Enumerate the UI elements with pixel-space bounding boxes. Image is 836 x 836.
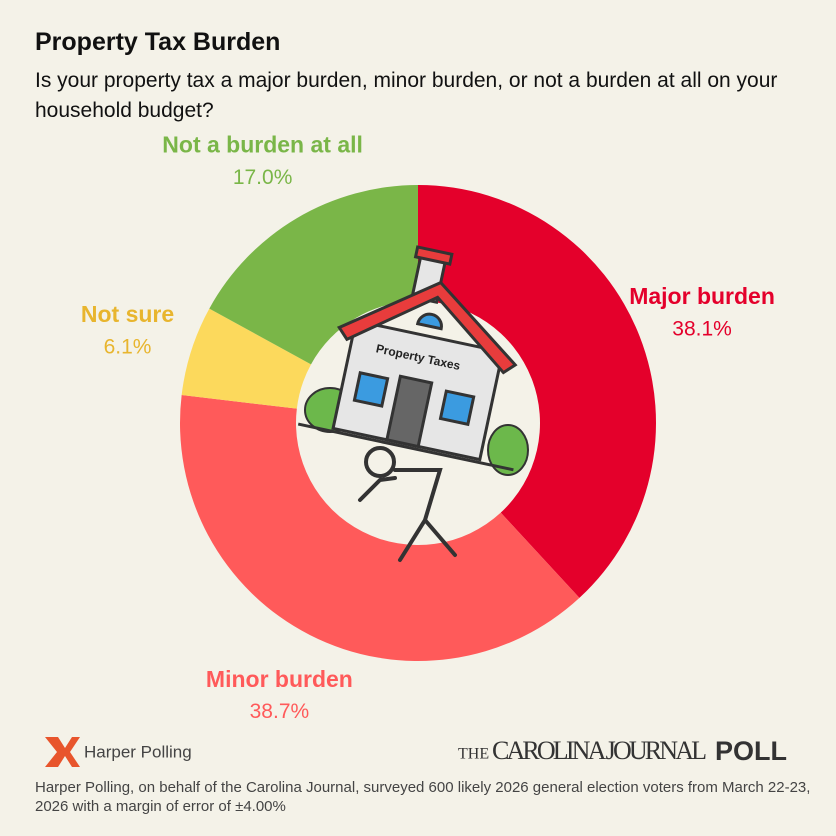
value-label: 38.7%: [250, 700, 310, 723]
harper-logo: Harper Polling: [45, 737, 192, 767]
publisher-prefix: THE: [458, 746, 489, 763]
publisher-suffix: POLL: [715, 736, 787, 766]
source-logo: Harper Polling: [84, 742, 192, 761]
footnote: Harper Polling, on behalf of the Carolin…: [35, 779, 811, 815]
slice: [418, 185, 657, 598]
slice: [180, 394, 580, 662]
chart-title: Property Tax Burden: [35, 28, 281, 56]
value-label: 38.1%: [672, 318, 732, 341]
slice: [209, 185, 418, 365]
legend-label: Major burden: [629, 283, 775, 309]
legend-label: Not sure: [81, 301, 174, 327]
legend-label: Minor burden: [206, 666, 353, 692]
legend-label: Not a burden at all: [162, 132, 363, 158]
illustration: Property Taxes: [297, 245, 529, 562]
publisher-name: CAROLINA JOURNAL: [492, 736, 707, 765]
chart-subtitle: Is your property tax a major burden, min…: [35, 69, 778, 122]
value-label: 6.1%: [104, 336, 152, 359]
value-label: 17.0%: [233, 166, 293, 189]
slice: [181, 308, 312, 409]
